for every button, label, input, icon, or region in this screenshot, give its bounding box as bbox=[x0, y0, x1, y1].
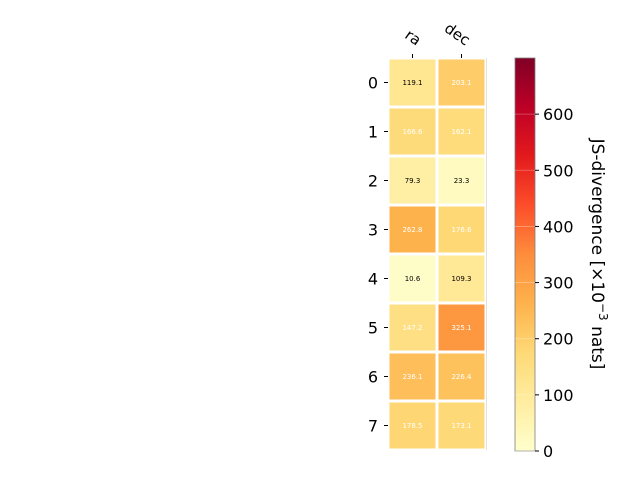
row-label-7: 7 bbox=[368, 417, 378, 436]
colorbar-label: JS-divergence [×10−3 nats] bbox=[587, 138, 610, 370]
cell-value-label: 226.4 bbox=[451, 373, 472, 381]
heatmap-cell-6-ra bbox=[389, 353, 436, 400]
row-label-2: 2 bbox=[368, 172, 378, 191]
heatmap-cell-5-ra bbox=[389, 304, 436, 351]
cell-value-label: 147.2 bbox=[402, 324, 422, 332]
colorbar-tick-label: 500 bbox=[543, 161, 574, 180]
heatmap-cell-0-dec bbox=[438, 59, 485, 106]
cell-value-label: 203.1 bbox=[451, 79, 471, 87]
cell-value-label: 262.8 bbox=[402, 226, 422, 234]
row-label-0: 0 bbox=[368, 74, 378, 93]
cell-value-label: 236.1 bbox=[402, 373, 422, 381]
cell-value-label: 79.3 bbox=[405, 177, 421, 185]
cell-value-label: 178.5 bbox=[402, 422, 422, 430]
row-axis: 0 1 2 3 4 5 6 7 bbox=[368, 74, 388, 436]
heatmap-cell-7-ra bbox=[389, 402, 436, 449]
row-label-6: 6 bbox=[368, 368, 378, 387]
cell-value-label: 166.6 bbox=[402, 128, 423, 136]
cell-value-label: 162.1 bbox=[451, 128, 471, 136]
heatmap-cell-6-dec bbox=[438, 353, 485, 400]
row-label-4: 4 bbox=[368, 270, 378, 289]
colorbar-ticks: 0 100 200 300 400 500 600 bbox=[515, 105, 574, 461]
heatmap-cell-2-ra bbox=[389, 157, 436, 204]
heatmap-cell-5-dec bbox=[438, 304, 485, 351]
heatmap-cell-4-ra bbox=[389, 255, 436, 302]
colorbar-tick-label: 200 bbox=[543, 330, 574, 349]
cell-value-label: 23.3 bbox=[454, 177, 470, 185]
cell-value-label: 173.1 bbox=[451, 422, 471, 430]
row-label-3: 3 bbox=[368, 221, 378, 240]
row-label-1: 1 bbox=[368, 123, 378, 142]
heatmap-cell-3-ra bbox=[389, 206, 436, 253]
cell-value-label: 176.6 bbox=[451, 226, 472, 234]
heatmap-cell-1-dec bbox=[438, 108, 485, 155]
colorbar-tick-label: 100 bbox=[543, 386, 574, 405]
heatmap-cell-labels: 119.1 203.1 166.6 162.1 79.3 23.3 262.8 176.6 10… bbox=[402, 79, 472, 430]
colorbar-tick-label: 600 bbox=[543, 105, 574, 124]
heatmap-cell-2-dec bbox=[438, 157, 485, 204]
heatmap-cell-1-ra bbox=[389, 108, 436, 155]
heatmap-cells bbox=[389, 58, 487, 450]
colorbar: 0 100 200 300 400 500 600 JS-divergence [×10−3… bbox=[514, 57, 610, 461]
column-label-dec: dec bbox=[441, 19, 473, 49]
colorbar-tick-label: 300 bbox=[543, 274, 574, 293]
column-label-ra: ra bbox=[402, 26, 425, 50]
heatmap-cell-7-dec bbox=[438, 402, 485, 449]
cell-value-label: 119.1 bbox=[402, 79, 422, 87]
colorbar-tick-label: 400 bbox=[543, 217, 574, 236]
heatmap-cell-4-dec bbox=[438, 255, 485, 302]
heatmap-cell-0-ra bbox=[389, 59, 436, 106]
column-axis: ra dec bbox=[402, 19, 474, 58]
row-label-5: 5 bbox=[368, 319, 378, 338]
cell-value-label: 10.6 bbox=[405, 275, 421, 283]
cell-value-label: 325.1 bbox=[451, 324, 471, 332]
heatmap-cell-3-dec bbox=[438, 206, 485, 253]
cell-value-label: 109.3 bbox=[451, 275, 471, 283]
colorbar-gradient bbox=[514, 57, 536, 452]
colorbar-tick-label: 0 bbox=[543, 442, 553, 461]
